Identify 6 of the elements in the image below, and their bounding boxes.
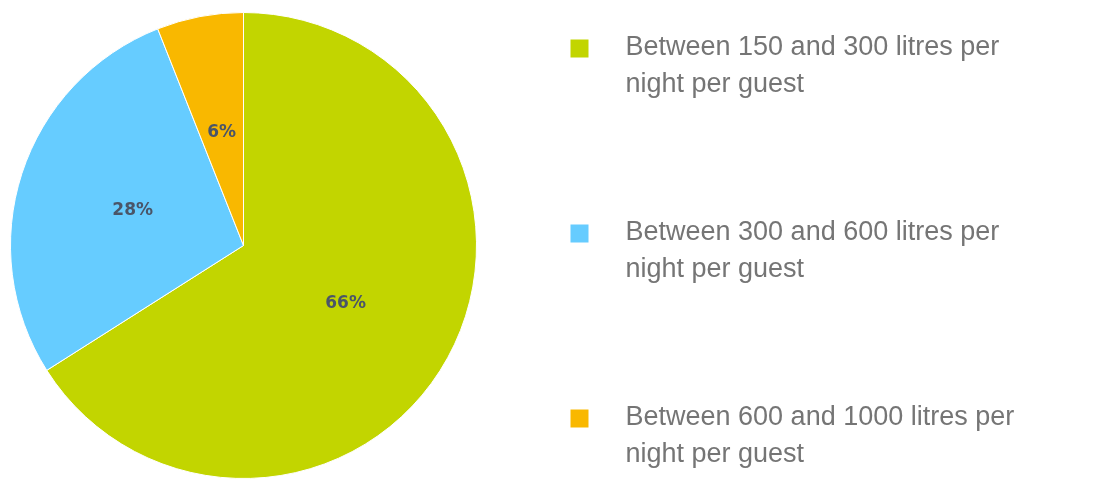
legend-label: Between 300 and 600 litres per night per guest bbox=[625, 215, 1000, 283]
data-label: 28% bbox=[112, 199, 154, 220]
data-label: 6% bbox=[207, 121, 237, 142]
legend-label: Between 150 and 300 litres per night per guest bbox=[625, 30, 1000, 98]
legend-label: Between 600 and 1000 litres per night per guest bbox=[625, 400, 1015, 468]
data-label: 66% bbox=[325, 291, 366, 312]
